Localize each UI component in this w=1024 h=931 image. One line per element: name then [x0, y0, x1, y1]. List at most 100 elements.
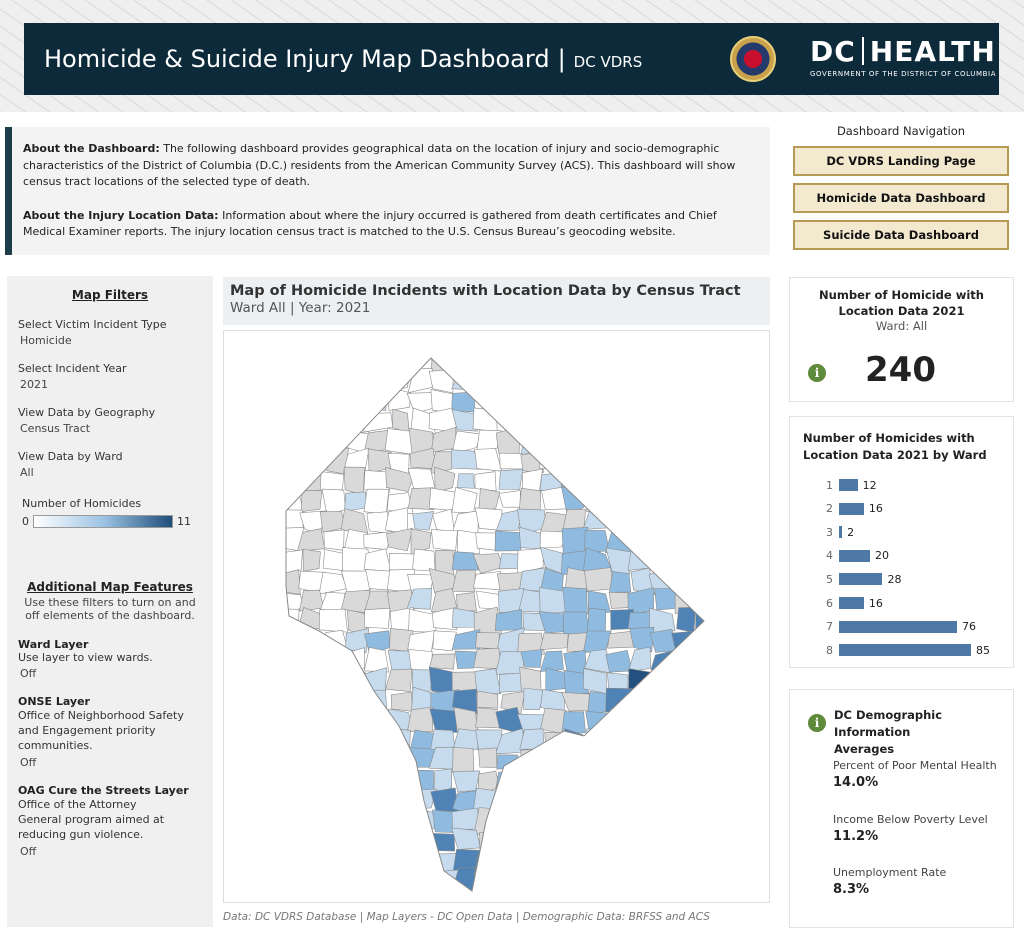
census-tract[interactable]	[319, 347, 349, 376]
census-tract[interactable]	[364, 767, 392, 795]
census-tract[interactable]	[695, 771, 723, 795]
census-tract[interactable]	[407, 867, 436, 891]
census-tract[interactable]	[279, 727, 301, 750]
oag-layer-filter[interactable]: OAG Cure the Streets Layer Office of the…	[18, 784, 202, 858]
census-tract[interactable]	[670, 788, 698, 815]
census-tract[interactable]	[583, 788, 609, 813]
census-tract[interactable]	[452, 770, 481, 793]
census-tract[interactable]	[632, 869, 657, 894]
census-tract[interactable]	[584, 886, 609, 902]
census-tract[interactable]	[299, 889, 328, 902]
census-tract[interactable]	[277, 871, 302, 889]
census-tract[interactable]	[275, 807, 305, 832]
census-tract[interactable]	[297, 789, 324, 814]
census-tract[interactable]	[276, 688, 303, 715]
census-tract[interactable]	[412, 511, 434, 531]
census-tract[interactable]	[694, 872, 721, 895]
census-tract[interactable]	[473, 807, 504, 836]
census-tract[interactable]	[499, 832, 519, 852]
census-tract[interactable]	[608, 887, 630, 902]
census-tract[interactable]	[498, 469, 524, 490]
census-tract[interactable]	[341, 570, 372, 594]
census-tract[interactable]	[431, 833, 455, 852]
census-tract[interactable]	[586, 728, 608, 756]
census-tract[interactable]	[457, 889, 478, 902]
census-tract[interactable]	[633, 813, 652, 832]
census-tract[interactable]	[276, 467, 303, 494]
census-tract[interactable]	[390, 827, 414, 856]
census-tract[interactable]	[429, 708, 458, 733]
census-tract[interactable]	[566, 887, 591, 902]
census-tract[interactable]	[406, 587, 432, 610]
census-tract[interactable]	[626, 366, 655, 390]
census-tract[interactable]	[674, 391, 702, 411]
census-tract[interactable]	[276, 747, 305, 775]
census-tract[interactable]	[495, 847, 525, 875]
census-tract[interactable]	[654, 367, 679, 395]
census-tract[interactable]	[517, 548, 544, 575]
census-tract[interactable]	[473, 890, 502, 902]
census-tract[interactable]	[610, 750, 633, 774]
census-tract[interactable]	[494, 867, 525, 893]
census-tract[interactable]	[517, 632, 545, 655]
census-tract[interactable]	[693, 590, 722, 612]
census-tract[interactable]	[516, 886, 545, 902]
census-tract[interactable]	[655, 549, 677, 574]
census-tract[interactable]	[671, 432, 700, 453]
census-tract[interactable]	[296, 748, 325, 772]
census-tract[interactable]	[407, 367, 433, 394]
census-tract[interactable]	[343, 671, 369, 695]
onse-layer-filter[interactable]: ONSE Layer Office of Neighborhood Safety…	[18, 695, 202, 769]
ward-bar-row[interactable]: 1 12	[790, 478, 877, 492]
census-tract[interactable]	[651, 790, 677, 812]
census-tract[interactable]	[628, 789, 654, 813]
year-filter[interactable]: Select Incident Year 2021	[18, 362, 202, 391]
census-tract[interactable]	[543, 788, 568, 815]
census-tract[interactable]	[451, 827, 481, 850]
census-tract[interactable]	[300, 367, 326, 393]
census-tract[interactable]	[564, 427, 591, 449]
census-tract[interactable]	[432, 630, 457, 652]
census-tract[interactable]	[632, 448, 657, 475]
census-tract[interactable]	[319, 692, 350, 712]
census-tract[interactable]	[342, 647, 365, 674]
census-tract[interactable]	[693, 388, 717, 410]
census-tract[interactable]	[410, 528, 432, 556]
census-tract[interactable]	[495, 770, 526, 791]
census-tract[interactable]	[676, 728, 697, 756]
census-tract[interactable]	[368, 808, 390, 828]
census-tract[interactable]	[275, 388, 302, 415]
census-tract[interactable]	[472, 553, 504, 574]
census-tract[interactable]	[543, 367, 565, 395]
census-tract[interactable]	[695, 351, 722, 373]
census-tract[interactable]	[385, 868, 411, 890]
victim-type-value[interactable]: Homicide	[20, 334, 72, 347]
census-tract[interactable]	[606, 493, 636, 511]
census-tract[interactable]	[652, 866, 675, 891]
census-tract[interactable]	[341, 827, 366, 851]
census-tract[interactable]	[408, 649, 433, 671]
census-tract[interactable]	[276, 713, 302, 731]
census-tract[interactable]	[523, 386, 541, 410]
info-icon[interactable]: i	[808, 364, 826, 382]
census-tract[interactable]	[538, 871, 564, 893]
census-tract[interactable]	[500, 806, 524, 832]
census-tract[interactable]	[671, 630, 698, 654]
census-tract[interactable]	[607, 866, 635, 895]
census-tract[interactable]	[451, 551, 479, 571]
census-tract[interactable]	[276, 628, 304, 652]
census-tract[interactable]	[563, 849, 589, 874]
census-tract[interactable]	[385, 752, 413, 772]
census-tract[interactable]	[429, 887, 458, 902]
census-tract[interactable]	[477, 690, 499, 709]
census-tract[interactable]	[299, 673, 326, 696]
census-tract[interactable]	[588, 426, 613, 451]
census-tract[interactable]	[278, 787, 306, 816]
census-tract[interactable]	[605, 547, 632, 575]
census-tract[interactable]	[299, 589, 325, 612]
census-tract[interactable]	[472, 407, 498, 433]
census-tract[interactable]	[364, 794, 389, 809]
census-tract[interactable]	[340, 874, 371, 891]
census-tract[interactable]	[539, 530, 570, 549]
